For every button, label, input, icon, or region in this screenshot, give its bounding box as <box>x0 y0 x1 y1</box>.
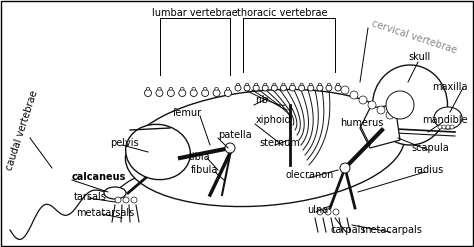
Text: skull: skull <box>409 52 431 62</box>
Ellipse shape <box>192 87 195 90</box>
Ellipse shape <box>291 83 294 86</box>
Circle shape <box>308 85 314 91</box>
Circle shape <box>377 106 385 114</box>
Circle shape <box>179 89 186 97</box>
Circle shape <box>317 85 323 91</box>
Text: rib: rib <box>255 95 268 105</box>
Text: patella: patella <box>218 130 252 140</box>
Text: humerus: humerus <box>340 118 383 128</box>
Ellipse shape <box>309 83 312 86</box>
Polygon shape <box>360 105 400 148</box>
Text: metacarpals: metacarpals <box>362 225 422 235</box>
Circle shape <box>253 85 259 91</box>
Circle shape <box>167 89 174 97</box>
Text: cervical vertebrae: cervical vertebrae <box>370 18 458 55</box>
Circle shape <box>333 209 339 215</box>
Circle shape <box>386 111 394 119</box>
Circle shape <box>299 85 305 91</box>
Ellipse shape <box>337 83 339 86</box>
Text: olecranon: olecranon <box>286 170 334 180</box>
Ellipse shape <box>203 87 207 90</box>
Circle shape <box>359 96 367 104</box>
Ellipse shape <box>273 83 276 86</box>
Ellipse shape <box>319 83 321 86</box>
Circle shape <box>115 197 121 203</box>
Ellipse shape <box>255 83 258 86</box>
Circle shape <box>446 125 450 129</box>
Circle shape <box>450 125 454 129</box>
Ellipse shape <box>282 83 285 86</box>
Ellipse shape <box>169 87 173 90</box>
Circle shape <box>213 89 220 97</box>
Text: ulna: ulna <box>307 205 328 215</box>
Circle shape <box>325 209 331 215</box>
Ellipse shape <box>237 83 239 86</box>
Text: sternum: sternum <box>260 138 301 148</box>
Text: scapula: scapula <box>411 143 449 153</box>
Ellipse shape <box>246 83 248 86</box>
Text: lumbar vertebrae: lumbar vertebrae <box>152 8 238 18</box>
Circle shape <box>335 85 341 91</box>
Circle shape <box>131 197 137 203</box>
Circle shape <box>123 197 129 203</box>
Circle shape <box>281 85 286 91</box>
Circle shape <box>225 89 231 97</box>
Text: tibia: tibia <box>188 152 210 162</box>
Text: fibula: fibula <box>191 165 218 175</box>
Ellipse shape <box>181 87 184 90</box>
Circle shape <box>442 125 446 129</box>
Circle shape <box>386 91 414 119</box>
Circle shape <box>190 89 197 97</box>
Circle shape <box>317 209 323 215</box>
Circle shape <box>341 86 349 94</box>
Ellipse shape <box>126 89 404 206</box>
Ellipse shape <box>126 124 191 180</box>
Circle shape <box>326 85 332 91</box>
Circle shape <box>235 85 241 91</box>
Ellipse shape <box>215 87 219 90</box>
Ellipse shape <box>434 107 462 129</box>
Text: metatarsals: metatarsals <box>76 208 134 218</box>
Circle shape <box>340 163 350 173</box>
Text: calcaneus: calcaneus <box>72 172 127 182</box>
Text: radius: radius <box>413 165 443 175</box>
Text: mandible: mandible <box>422 115 468 125</box>
Text: maxilla: maxilla <box>432 82 468 92</box>
Text: tarsals: tarsals <box>73 192 107 202</box>
Ellipse shape <box>328 83 330 86</box>
Circle shape <box>225 143 235 153</box>
Circle shape <box>290 85 296 91</box>
Text: carpals: carpals <box>330 225 366 235</box>
Ellipse shape <box>226 87 230 90</box>
Circle shape <box>156 89 163 97</box>
Ellipse shape <box>373 65 447 145</box>
Ellipse shape <box>146 87 150 90</box>
Circle shape <box>244 85 250 91</box>
Text: xiphoid: xiphoid <box>256 115 292 125</box>
Text: caudal vertebrae: caudal vertebrae <box>4 89 40 171</box>
Circle shape <box>368 101 376 109</box>
Text: thoracic vertebrae: thoracic vertebrae <box>237 8 327 18</box>
Circle shape <box>145 89 152 97</box>
Circle shape <box>438 125 442 129</box>
Text: femur: femur <box>173 108 202 118</box>
Circle shape <box>201 89 209 97</box>
Text: pelvis: pelvis <box>109 138 138 148</box>
Ellipse shape <box>158 87 161 90</box>
Circle shape <box>350 91 358 99</box>
Circle shape <box>262 85 268 91</box>
Ellipse shape <box>264 83 267 86</box>
Ellipse shape <box>300 83 303 86</box>
Ellipse shape <box>104 187 126 199</box>
Circle shape <box>271 85 277 91</box>
